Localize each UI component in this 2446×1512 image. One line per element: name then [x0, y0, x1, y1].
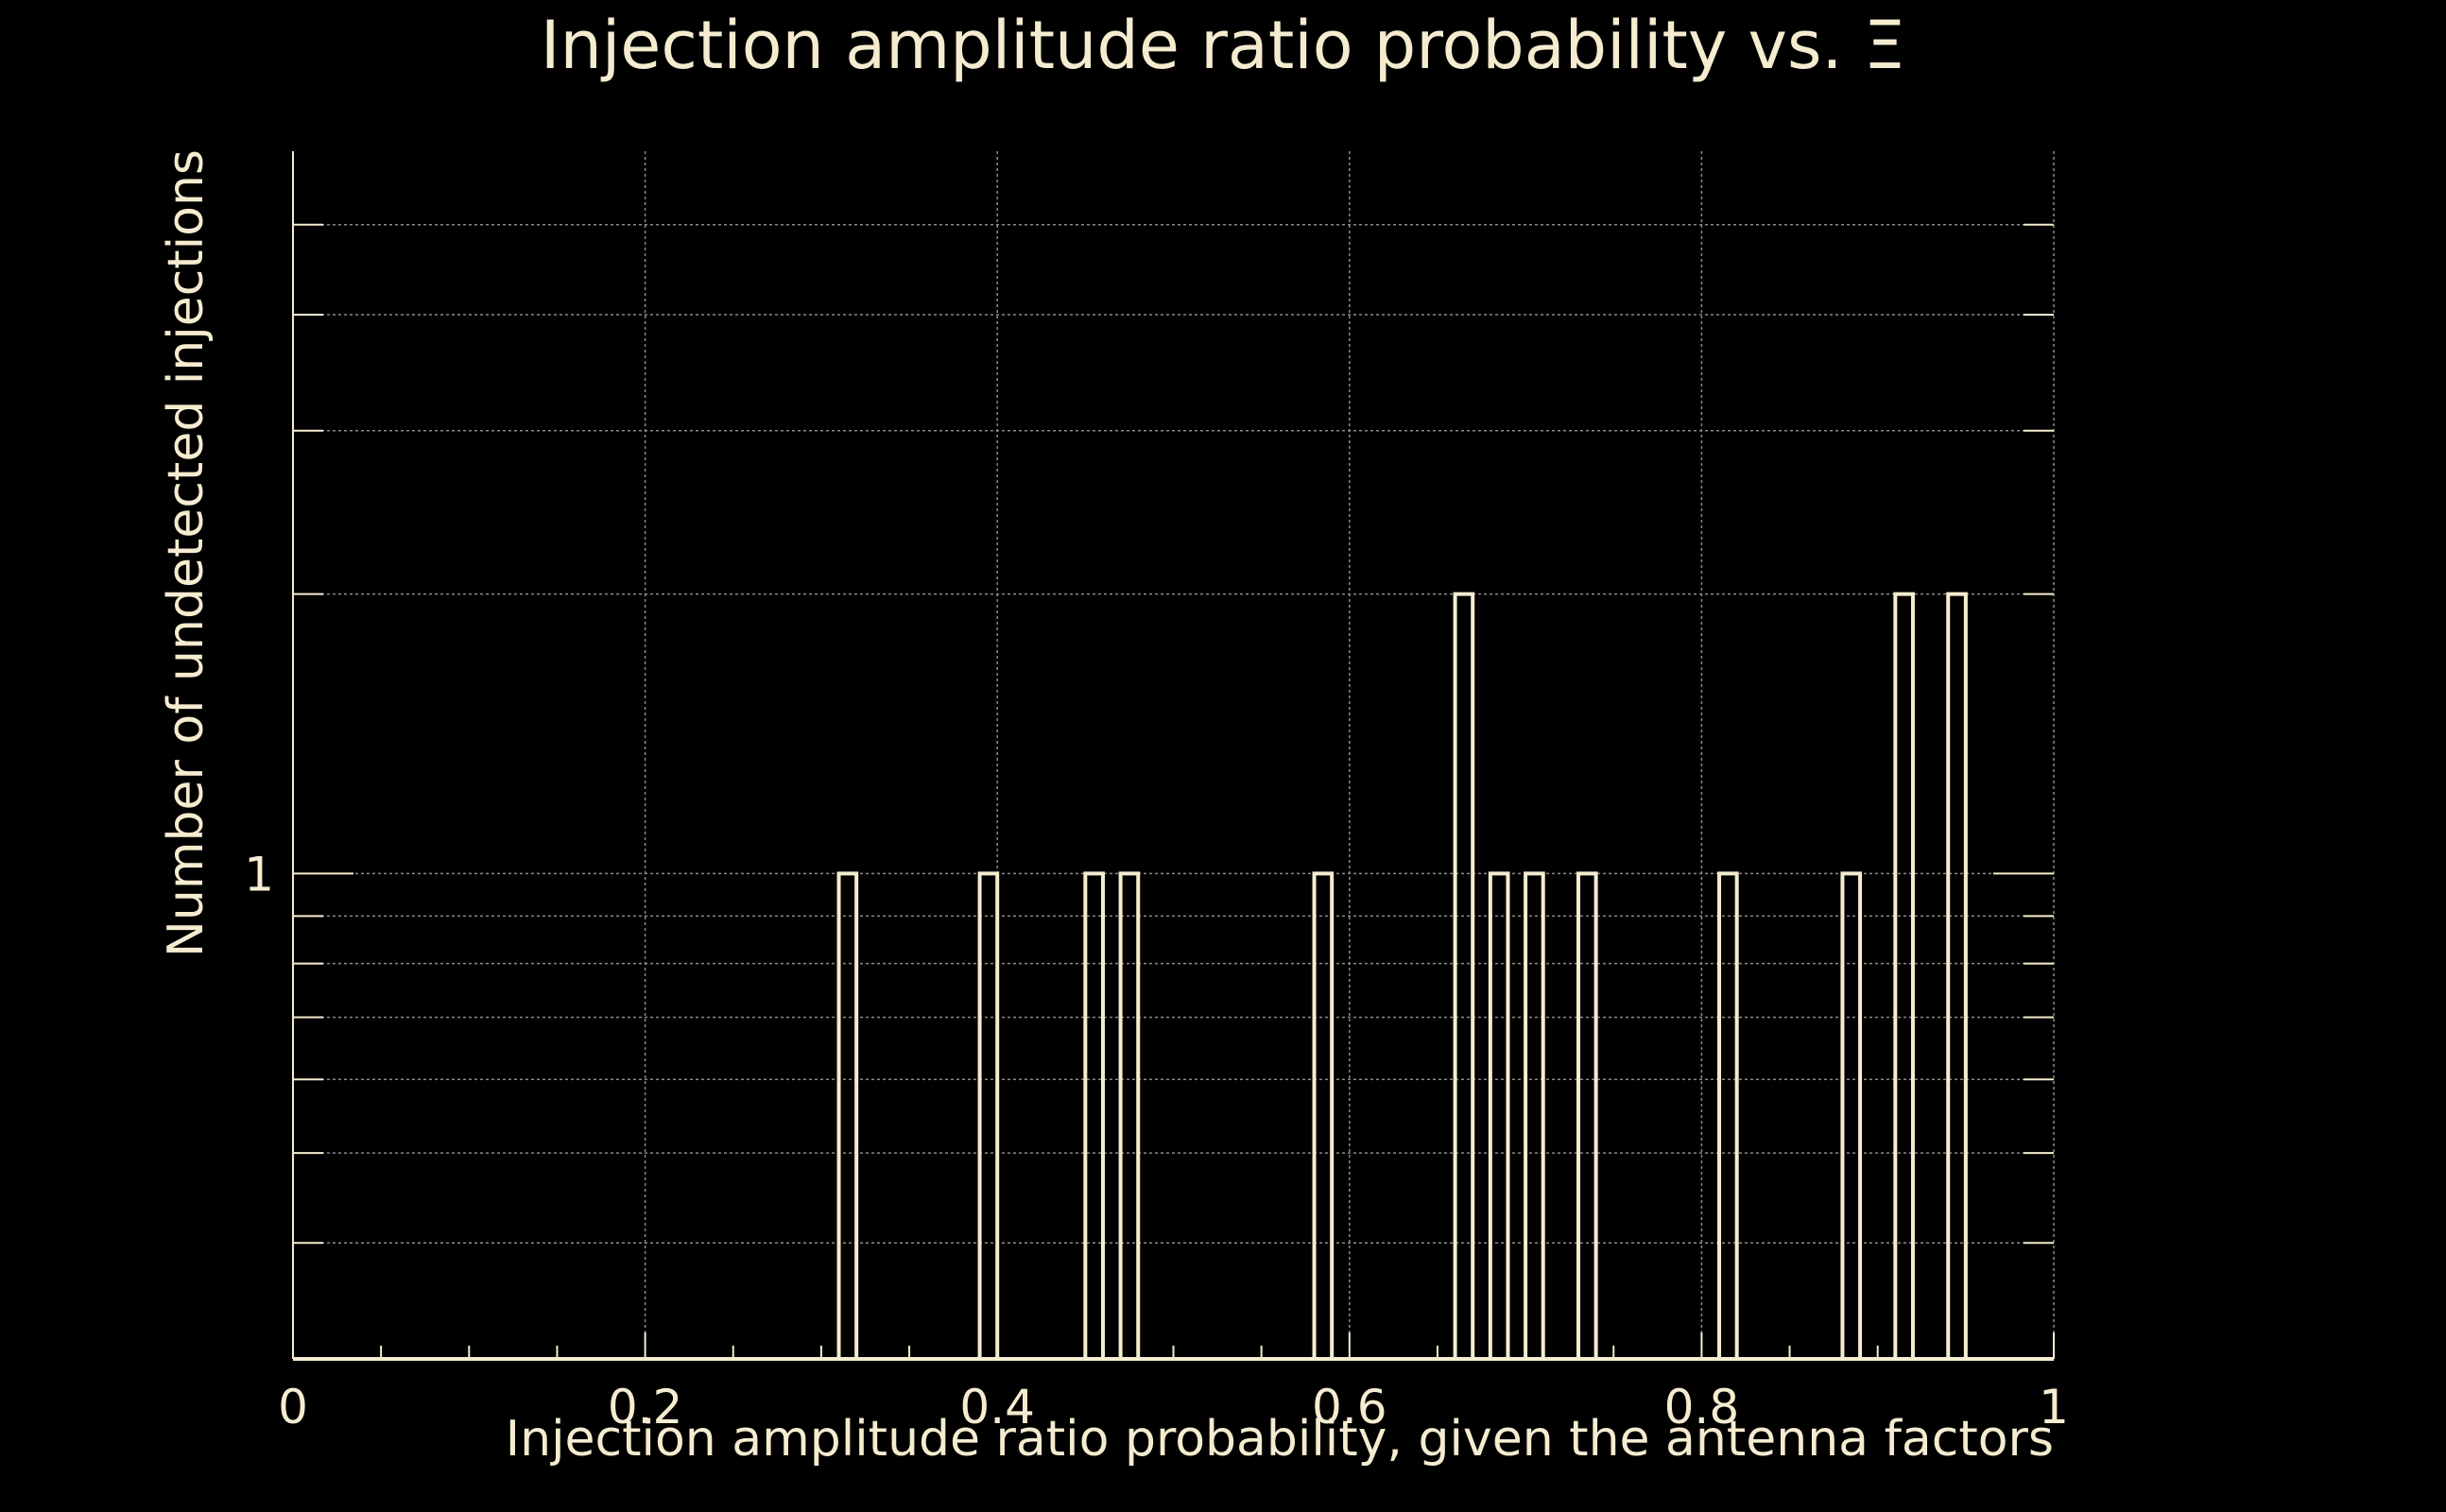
axes [292, 151, 2054, 1361]
histogram-bar [1083, 871, 1105, 1359]
histogram-bar [1312, 871, 1335, 1359]
x-tick-label: 0.4 [959, 1380, 1035, 1435]
histogram-bar [1893, 592, 1915, 1359]
histogram-bar [1524, 871, 1545, 1359]
histogram-bar [1118, 871, 1141, 1359]
histogram-bar [1488, 871, 1510, 1359]
tick-labels: 0 0.2 0.4 0.6 0.8 1 1 [244, 847, 2069, 1435]
histogram-bar [1717, 871, 1739, 1359]
y-tick-label: 1 [244, 847, 274, 902]
histogram-bar [1576, 871, 1598, 1359]
histogram-bars [836, 592, 1968, 1359]
histogram-bar [1946, 592, 1968, 1359]
histogram-bar [1453, 592, 1475, 1359]
histogram-bar [836, 871, 859, 1359]
x-tick-label: 0.6 [1312, 1380, 1387, 1435]
x-tick-label: 0.2 [608, 1380, 683, 1435]
axis-ticks [292, 223, 2055, 1360]
histogram-bar [977, 871, 1000, 1359]
grid-lines [292, 151, 2055, 1360]
histogram-bar [1840, 871, 1863, 1359]
chart-title: Injection amplitude ratio probability vs… [541, 7, 1905, 84]
x-tick-label: 1 [2039, 1380, 2069, 1435]
x-axis-label: Injection amplitude ratio probability, g… [506, 1411, 2054, 1468]
x-tick-label: 0 [278, 1380, 308, 1435]
x-tick-label: 0.8 [1664, 1380, 1740, 1435]
y-axis-label: Number of undetected injections [158, 149, 215, 957]
